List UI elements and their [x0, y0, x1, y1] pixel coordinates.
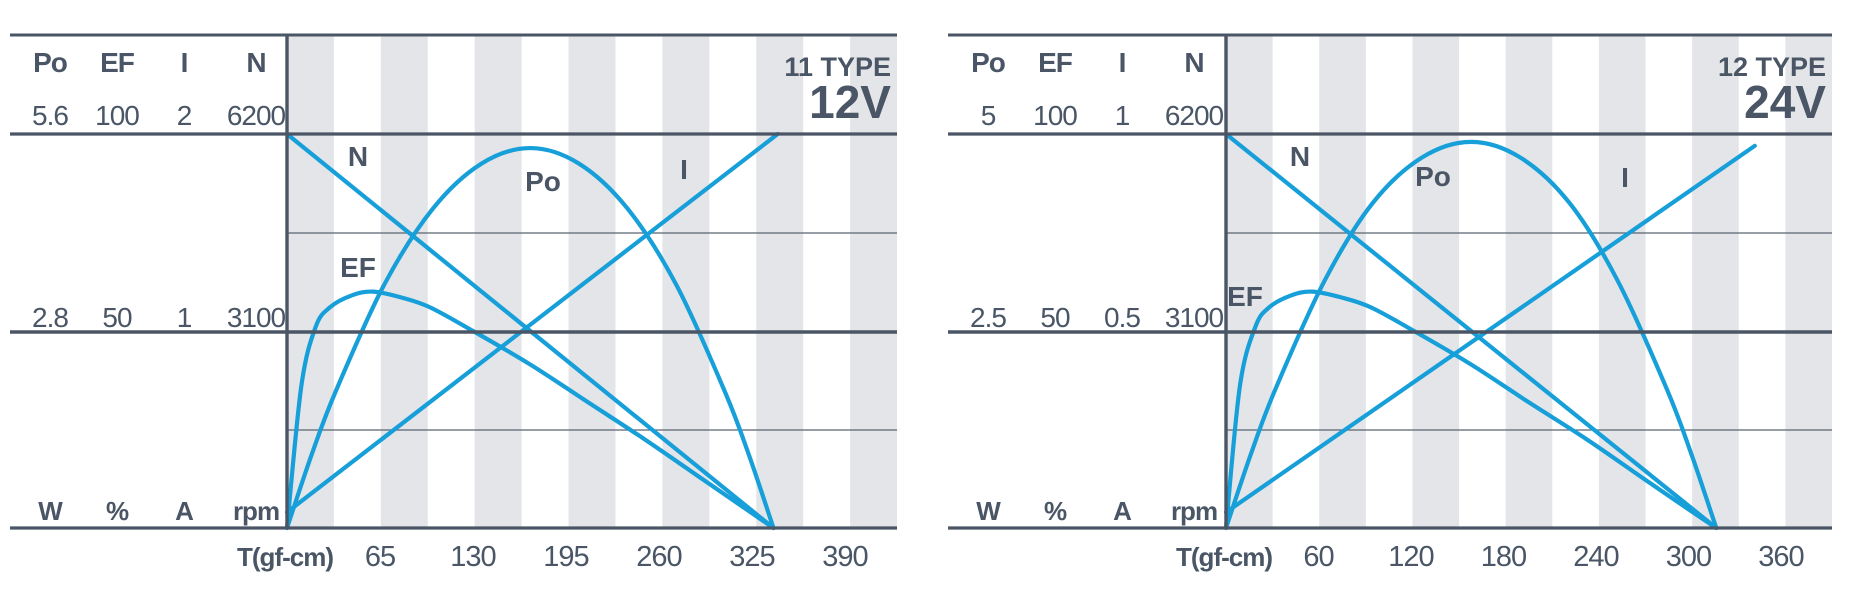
table-top-value: 6200 [227, 100, 286, 131]
table-mid-value: 50 [102, 302, 132, 333]
table-header-Po: Po [971, 47, 1006, 78]
table-mid-value: 50 [1040, 302, 1070, 333]
title-type: 12 TYPE [1718, 52, 1826, 82]
stripe-band [474, 35, 522, 528]
curve-label-N: N [1290, 141, 1310, 172]
stripe-band [1598, 35, 1646, 528]
curve-I [1223, 143, 1757, 515]
curve-label-Po: Po [525, 166, 561, 197]
title-voltage: 24V [1744, 76, 1826, 128]
x-tick-label: 130 [450, 541, 495, 573]
curve-label-Po: Po [1415, 161, 1451, 192]
curve-Po [1223, 139, 1719, 531]
table-header-I: I [1119, 47, 1126, 78]
table-unit-rpm: rpm [233, 496, 279, 526]
x-axis-title: T(gf-cm) [1176, 542, 1272, 572]
table-mid-value: 2.8 [32, 302, 68, 333]
curve-label-EF: EF [1227, 281, 1263, 312]
x-tick-label: 120 [1388, 541, 1433, 573]
stripe-band [380, 35, 428, 528]
curve-I [284, 131, 780, 515]
table-header-I: I [181, 47, 188, 78]
background-stripes [1226, 35, 1832, 528]
table-header-EF: EF [100, 47, 135, 78]
x-tick-label: 240 [1573, 541, 1618, 573]
stripe-band [1692, 35, 1739, 528]
table-top-value: 5.6 [32, 100, 68, 131]
background-stripes [287, 35, 897, 528]
table-unit-W: W [38, 496, 63, 526]
x-tick-label: 60 [1303, 541, 1333, 573]
table-top-value: 100 [95, 100, 139, 131]
table-mid-value: 3100 [227, 302, 286, 333]
x-tick-label: 300 [1666, 541, 1711, 573]
title-type: 11 TYPE [784, 52, 891, 82]
stripe-band [1505, 35, 1553, 528]
stripe-band [756, 35, 804, 528]
table-unit-A: A [1113, 496, 1132, 526]
x-tick-label: 180 [1481, 541, 1526, 573]
table-mid-value: 3100 [1165, 302, 1224, 333]
table-header-EF: EF [1038, 47, 1073, 78]
curve-label-N: N [348, 141, 368, 172]
table-mid-value: 0.5 [1104, 302, 1140, 333]
table-top-value: 1 [1115, 100, 1130, 131]
curve-Po [284, 145, 776, 531]
table-unit-%: % [106, 496, 129, 526]
x-axis-title: T(gf-cm) [237, 542, 333, 572]
x-tick-label: 325 [729, 541, 774, 573]
table-header-N: N [246, 47, 265, 78]
x-axis-labels: T(gf-cm) 60 120 180 240 300 360 [1176, 541, 1805, 573]
table-unit-W: W [976, 496, 1001, 526]
curve-EF [1223, 289, 1719, 531]
table-top-value: 100 [1033, 100, 1077, 131]
table-top-value: 2 [177, 100, 192, 131]
stripe-band [850, 35, 897, 528]
x-tick-label: 65 [365, 541, 395, 573]
x-tick-label: 260 [636, 541, 681, 573]
title-voltage: 12V [809, 76, 891, 128]
table-header-N: N [1184, 47, 1203, 78]
x-tick-label: 195 [543, 541, 588, 573]
table-unit-%: % [1044, 496, 1067, 526]
stripe-band [1412, 35, 1460, 528]
x-axis-labels: T(gf-cm) 65 130 195 260 325 390 [237, 541, 869, 573]
curve-EF [284, 289, 776, 531]
curve-label-EF: EF [340, 252, 376, 283]
x-tick-label: 390 [822, 541, 867, 573]
table-unit-A: A [175, 496, 194, 526]
table-top-value: 5 [981, 100, 996, 131]
table-header-Po: Po [33, 47, 68, 78]
table-mid-value: 2.5 [970, 302, 1006, 333]
x-tick-label: 360 [1758, 541, 1803, 573]
table-top-value: 6200 [1165, 100, 1224, 131]
stripe-band [568, 35, 616, 528]
curve-label-I: I [1621, 162, 1629, 193]
table-mid-value: 1 [177, 302, 192, 333]
table-unit-rpm: rpm [1171, 496, 1217, 526]
stripe-band [1785, 35, 1832, 528]
curve-label-I: I [680, 154, 688, 185]
stripe-band [1319, 35, 1366, 528]
